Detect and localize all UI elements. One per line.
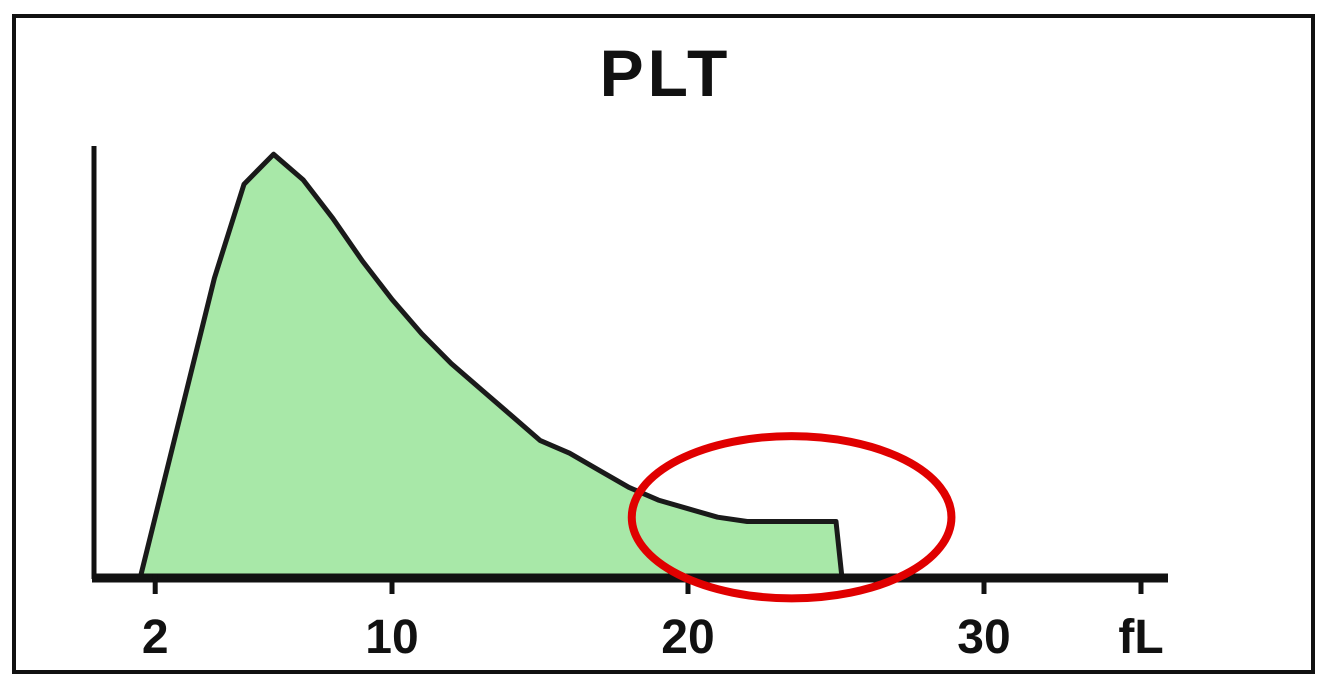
highlight-ellipse — [627, 432, 956, 603]
x-tick-label-20: 20 — [661, 611, 714, 664]
x-tick-label-2: 2 — [142, 611, 169, 664]
histogram-area — [137, 151, 845, 580]
chart-title: PLT — [599, 36, 732, 110]
x-tick-label-10: 10 — [365, 611, 418, 664]
x-tick-label-30: 30 — [957, 611, 1010, 664]
x-unit-label: fL — [1118, 611, 1163, 664]
